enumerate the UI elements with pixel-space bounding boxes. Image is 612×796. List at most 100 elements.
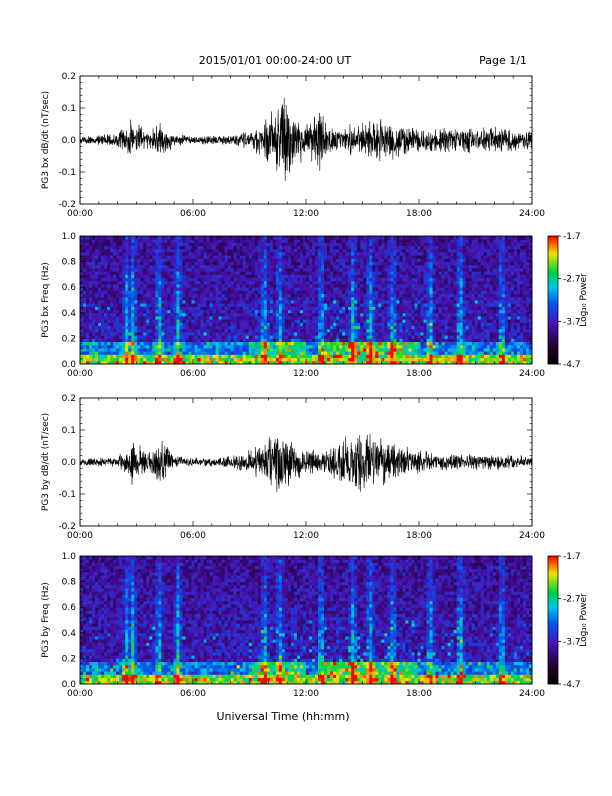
heatmap-cell	[384, 265, 387, 269]
heatmap-cell	[101, 345, 104, 349]
heatmap-cell	[176, 326, 179, 330]
heatmap-cell	[201, 294, 204, 298]
heatmap-cell	[399, 246, 402, 250]
heatmap-cell	[354, 310, 357, 314]
heatmap-cell	[439, 236, 442, 240]
heatmap-cell	[195, 332, 198, 336]
heatmap-cell	[240, 268, 243, 272]
heatmap-cell	[107, 262, 110, 266]
heatmap-cell	[149, 342, 152, 346]
heatmap-cell	[336, 348, 339, 352]
heatmap-cell	[213, 348, 216, 352]
heatmap-cell	[396, 242, 399, 246]
heatmap-cell	[225, 345, 228, 349]
heatmap-cell	[179, 287, 182, 291]
heatmap-cell	[204, 306, 207, 310]
heatmap-cell	[357, 239, 360, 243]
heatmap-cell	[125, 268, 128, 272]
heatmap-cell	[107, 268, 110, 272]
heatmap-cell	[357, 345, 360, 349]
heatmap-cell	[439, 242, 442, 246]
heatmap-cell	[267, 351, 270, 355]
heatmap-cell	[300, 358, 303, 362]
heatmap-cell	[270, 265, 273, 269]
heatmap-cell	[89, 236, 92, 240]
heatmap-cell	[143, 249, 146, 253]
heatmap-cell	[369, 268, 372, 272]
heatmap-cell	[240, 348, 243, 352]
heatmap-cell	[442, 278, 445, 282]
heatmap-cell	[408, 316, 411, 320]
heatmap-cell	[204, 294, 207, 298]
heatmap-cell	[95, 332, 98, 336]
heatmap-cell	[336, 303, 339, 307]
heatmap-cell	[442, 351, 445, 355]
heatmap-cell	[408, 249, 411, 253]
heatmap-cell	[216, 303, 219, 307]
heatmap-cell	[143, 348, 146, 352]
heatmap-cell	[424, 342, 427, 346]
heatmap-cell	[321, 294, 324, 298]
heatmap-cell	[228, 265, 231, 269]
heatmap-cell	[297, 332, 300, 336]
heatmap-cell	[375, 294, 378, 298]
heatmap-cell	[149, 249, 152, 253]
heatmap-cell	[375, 249, 378, 253]
heatmap-cell	[297, 358, 300, 362]
heatmap-cell	[294, 290, 297, 294]
heatmap-cell	[243, 310, 246, 314]
heatmap-cell	[225, 297, 228, 301]
heatmap-cell	[291, 271, 294, 275]
heatmap-cell	[273, 354, 276, 358]
heatmap-cell	[402, 326, 405, 330]
heatmap-cell	[372, 284, 375, 288]
heatmap-cell	[345, 242, 348, 246]
heatmap-cell	[315, 271, 318, 275]
heatmap-cell	[360, 329, 363, 333]
heatmap-cell	[297, 252, 300, 256]
heatmap-cell	[261, 303, 264, 307]
heatmap-cell	[125, 354, 128, 358]
heatmap-cell	[276, 249, 279, 253]
heatmap-cell	[225, 284, 228, 288]
heatmap-cell	[179, 236, 182, 240]
heatmap-cell	[119, 242, 122, 246]
heatmap-cell	[442, 236, 445, 240]
heatmap-cell	[237, 274, 240, 278]
heatmap-cell	[237, 348, 240, 352]
heatmap-cell	[345, 268, 348, 272]
heatmap-cell	[264, 316, 267, 320]
heatmap-cell	[273, 316, 276, 320]
heatmap-cell	[216, 249, 219, 253]
heatmap-cell	[375, 274, 378, 278]
heatmap-cell	[161, 322, 164, 326]
heatmap-cell	[240, 310, 243, 314]
heatmap-cell	[143, 262, 146, 266]
heatmap-cell	[360, 278, 363, 282]
heatmap-cell	[336, 326, 339, 330]
heatmap-cell	[436, 300, 439, 304]
heatmap-cell	[258, 316, 261, 320]
heatmap-cell	[300, 271, 303, 275]
heatmap-cell	[436, 242, 439, 246]
heatmap-cell	[113, 242, 116, 246]
heatmap-cell	[237, 294, 240, 298]
heatmap-cell	[258, 306, 261, 310]
heatmap-cell	[219, 242, 222, 246]
heatmap-cell	[357, 319, 360, 323]
heatmap-cell	[92, 236, 95, 240]
heatmap-cell	[188, 303, 191, 307]
heatmap-cell	[297, 329, 300, 333]
heatmap-cell	[125, 326, 128, 330]
heatmap-cell	[134, 271, 137, 275]
heatmap-cell	[128, 351, 131, 355]
heatmap-cell	[107, 326, 110, 330]
heatmap-cell	[303, 351, 306, 355]
heatmap-cell	[216, 342, 219, 346]
heatmap-cell	[354, 294, 357, 298]
heatmap-cell	[225, 332, 228, 336]
heatmap-cell	[417, 306, 420, 310]
heatmap-cell	[104, 246, 107, 250]
heatmap-cell	[405, 255, 408, 259]
heatmap-cell	[417, 338, 420, 342]
